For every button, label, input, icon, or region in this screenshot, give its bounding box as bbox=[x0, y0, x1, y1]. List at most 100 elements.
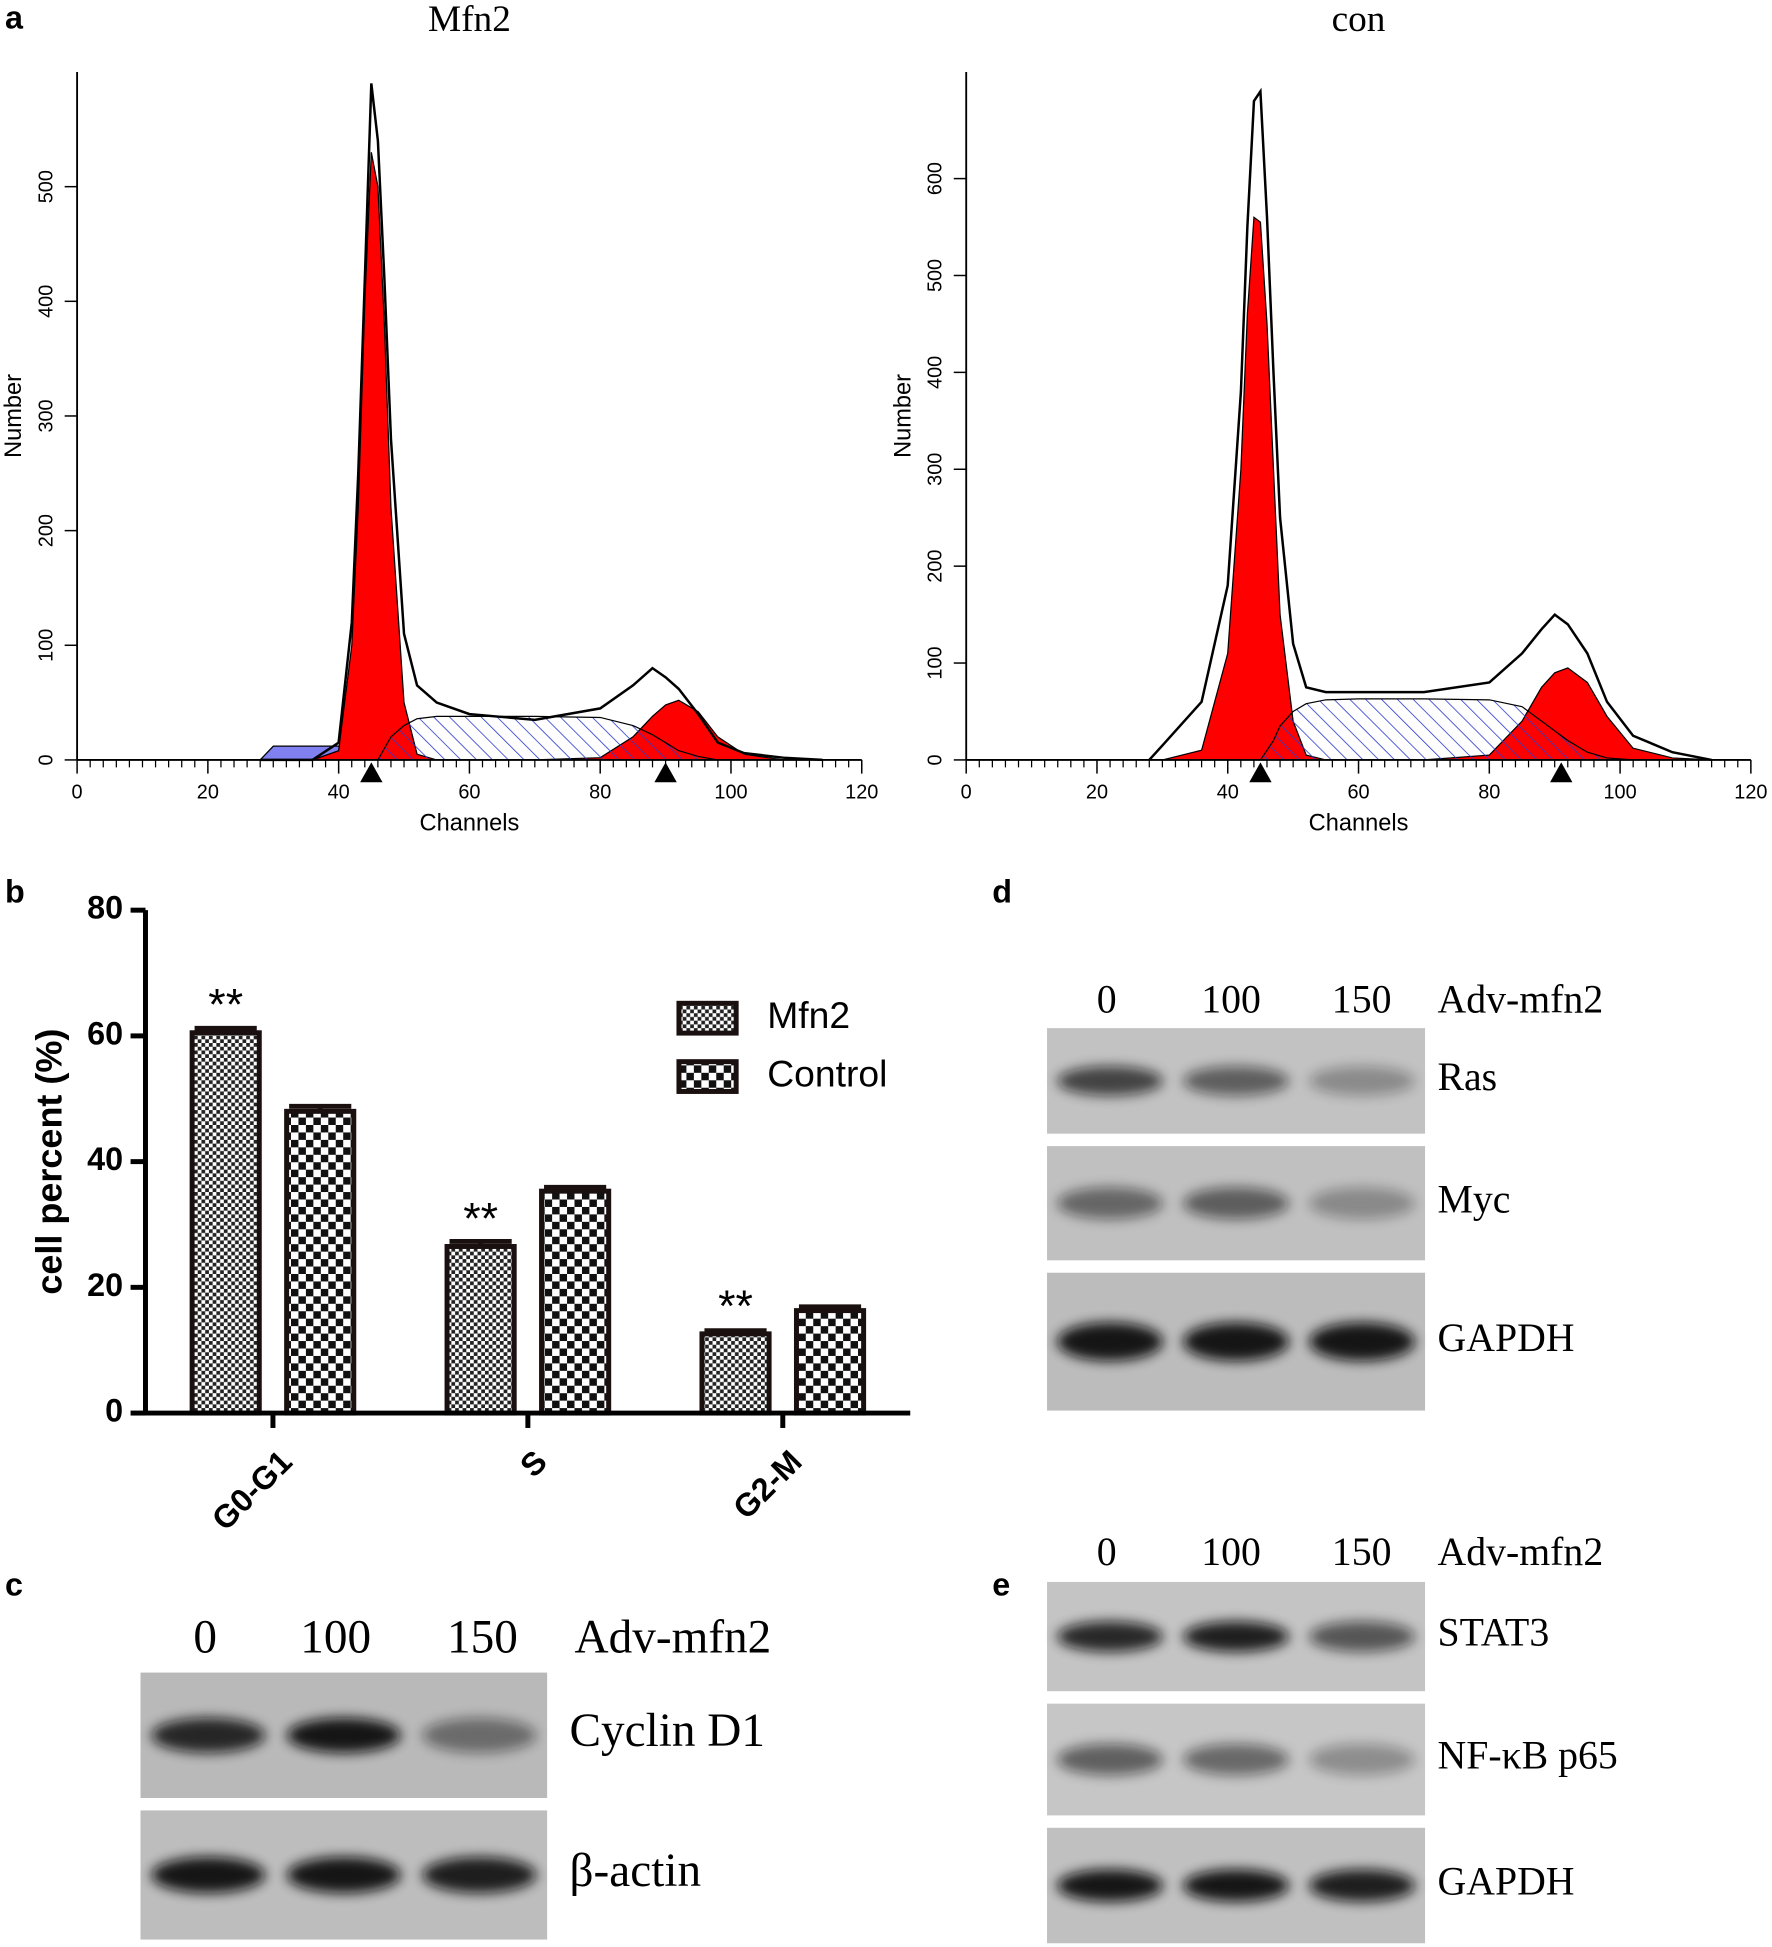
lane-label: 100 bbox=[1201, 1530, 1261, 1574]
y-tick-label: 100 bbox=[925, 646, 947, 679]
y-tick-label: 80 bbox=[87, 890, 123, 926]
panel-label: a bbox=[5, 0, 24, 35]
legend-swatch bbox=[676, 1000, 739, 1036]
legend-label: Control bbox=[767, 1052, 887, 1094]
blot-band bbox=[1183, 1621, 1289, 1652]
y-tick-label: 300 bbox=[35, 399, 57, 432]
y-axis-label: Number bbox=[890, 374, 916, 458]
x-tick-label: 60 bbox=[1347, 782, 1369, 804]
blot-band bbox=[1057, 1187, 1163, 1220]
protein-label: GAPDH bbox=[1437, 1316, 1574, 1360]
blot-band bbox=[151, 1856, 266, 1894]
lane-label: 100 bbox=[1201, 977, 1261, 1021]
panel-label: b bbox=[5, 874, 25, 910]
legend-swatch bbox=[676, 1059, 739, 1094]
treatment-label: Adv-mfn2 bbox=[575, 1611, 772, 1663]
bar bbox=[284, 1108, 357, 1416]
x-axis-label: Channels bbox=[1309, 811, 1409, 837]
blot-band bbox=[1057, 1621, 1163, 1652]
y-tick-label: 0 bbox=[105, 1393, 123, 1429]
y-tick-label: 20 bbox=[87, 1267, 123, 1303]
significance: ** bbox=[208, 981, 243, 1030]
blot-band bbox=[1309, 1322, 1415, 1361]
blot-band bbox=[422, 1856, 537, 1894]
treatment-label: Adv-mfn2 bbox=[1437, 977, 1603, 1021]
x-tick-label: 100 bbox=[714, 782, 747, 804]
x-tick-label: G2-M bbox=[726, 1443, 809, 1525]
lane-label: 0 bbox=[193, 1611, 217, 1663]
blot-band bbox=[1183, 1743, 1289, 1776]
blot-band bbox=[1183, 1322, 1289, 1361]
y-tick-label: 400 bbox=[925, 356, 947, 389]
blot-band bbox=[1057, 1066, 1163, 1096]
protein-label: NF-κB p65 bbox=[1437, 1734, 1617, 1778]
blot-band bbox=[1057, 1869, 1163, 1902]
protein-label: β-actin bbox=[570, 1845, 702, 1897]
protein-label: GAPDH bbox=[1437, 1860, 1574, 1904]
lane-label: 150 bbox=[447, 1611, 518, 1663]
x-tick-label: 0 bbox=[961, 782, 972, 804]
protein-label: Ras bbox=[1437, 1055, 1497, 1099]
peak-marker bbox=[1249, 762, 1272, 783]
peak-marker bbox=[654, 762, 677, 783]
y-tick-label: 100 bbox=[35, 629, 57, 662]
y-tick-label: 60 bbox=[87, 1015, 123, 1051]
error-bar bbox=[798, 1304, 862, 1311]
x-tick-label: 120 bbox=[845, 782, 878, 804]
x-tick-label: 120 bbox=[1734, 782, 1767, 804]
bar bbox=[793, 1308, 867, 1416]
protein-label: STAT3 bbox=[1437, 1611, 1549, 1655]
blot-band bbox=[1309, 1869, 1415, 1902]
x-tick-label: 80 bbox=[1478, 782, 1500, 804]
data-area bbox=[260, 152, 823, 761]
peak-marker bbox=[360, 762, 383, 783]
data-line bbox=[1148, 87, 1712, 762]
legend-label: Mfn2 bbox=[767, 994, 850, 1036]
treatment-label: Adv-mfn2 bbox=[1437, 1530, 1603, 1574]
x-tick-label: 100 bbox=[1603, 782, 1636, 804]
lane-label: 0 bbox=[1097, 977, 1117, 1021]
y-tick-label: 0 bbox=[35, 754, 57, 765]
error-bar bbox=[704, 1328, 767, 1334]
x-tick-label: 40 bbox=[328, 782, 350, 804]
blot-band bbox=[1309, 1621, 1415, 1652]
error-bar bbox=[449, 1238, 512, 1247]
x-axis-label: Channels bbox=[420, 811, 520, 837]
x-tick-label: 0 bbox=[72, 782, 83, 804]
x-tick-label: S bbox=[513, 1443, 554, 1484]
x-tick-label: G0-G1 bbox=[205, 1443, 299, 1537]
chart-title: Mfn2 bbox=[428, 0, 511, 40]
chart-title: con bbox=[1332, 0, 1386, 40]
peak-marker bbox=[1550, 762, 1573, 783]
y-axis-label: Number bbox=[1, 374, 27, 458]
bar bbox=[699, 1331, 772, 1416]
lane-label: 150 bbox=[1332, 977, 1392, 1021]
blot-band bbox=[151, 1717, 266, 1753]
significance: ** bbox=[718, 1282, 753, 1331]
protein-label: Myc bbox=[1437, 1177, 1510, 1221]
error-bar bbox=[289, 1103, 352, 1112]
blot-band bbox=[1183, 1066, 1289, 1096]
x-tick-label: 80 bbox=[589, 782, 611, 804]
significance: ** bbox=[463, 1194, 498, 1243]
y-axis-label: cell percent (%) bbox=[29, 1029, 70, 1295]
y-tick-label: 200 bbox=[925, 550, 947, 583]
y-tick-label: 400 bbox=[35, 285, 57, 318]
y-tick-label: 500 bbox=[35, 170, 57, 203]
lane-label: 150 bbox=[1332, 1530, 1392, 1574]
y-tick-label: 200 bbox=[35, 514, 57, 547]
blot-band bbox=[1057, 1322, 1163, 1361]
y-tick-label: 500 bbox=[925, 259, 947, 292]
blot-band bbox=[1057, 1743, 1163, 1776]
blot-band bbox=[1309, 1066, 1415, 1096]
y-tick-label: 0 bbox=[925, 754, 947, 765]
x-tick-label: 20 bbox=[197, 782, 219, 804]
panel-label: e bbox=[992, 1566, 1010, 1602]
bar bbox=[189, 1030, 262, 1416]
y-tick-label: 300 bbox=[925, 453, 947, 486]
x-tick-label: 60 bbox=[458, 782, 480, 804]
lane-label: 0 bbox=[1097, 1530, 1117, 1574]
blot-band bbox=[422, 1717, 537, 1753]
protein-label: Cyclin D1 bbox=[570, 1705, 766, 1757]
